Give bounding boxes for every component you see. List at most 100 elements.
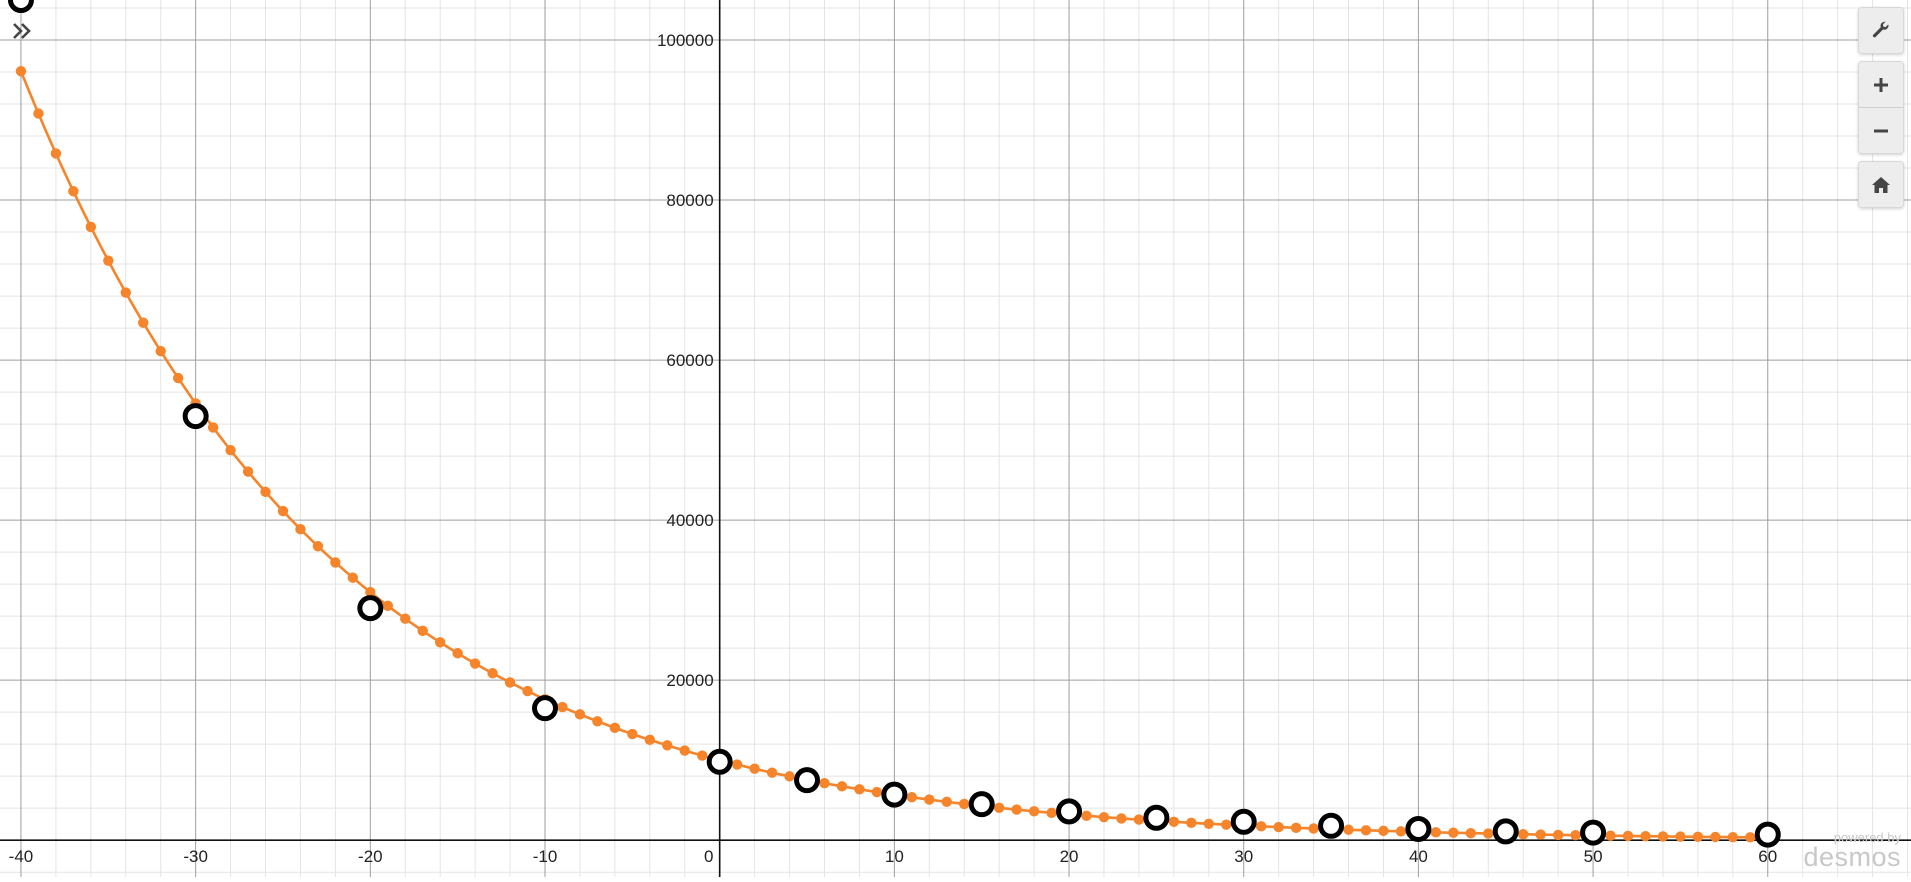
curve-point (1640, 831, 1651, 842)
curve-point (15, 66, 27, 77)
curve-point (1028, 806, 1040, 817)
curve-point (1133, 814, 1145, 825)
open-point-marker[interactable] (7, 0, 34, 13)
open-point-marker[interactable] (706, 748, 733, 775)
open-point-marker[interactable] (532, 695, 559, 722)
curve-point (731, 759, 743, 770)
curve-point (260, 486, 271, 498)
open-point-marker[interactable] (1754, 821, 1781, 848)
curve-point (1692, 831, 1704, 843)
curve-point (242, 466, 254, 477)
y-tick-label: 40000 (666, 511, 713, 530)
x-tick-label: 30 (1234, 847, 1253, 866)
curve-point (207, 422, 219, 433)
zoom-out-button[interactable] (1859, 107, 1903, 153)
open-point-marker[interactable] (1230, 808, 1257, 835)
curve-point (959, 798, 970, 810)
curve-point (1290, 822, 1302, 834)
watermark-brand: desmos (1803, 842, 1901, 872)
open-point-marker[interactable] (1143, 804, 1170, 831)
curve-point (155, 345, 166, 357)
curve-point (452, 648, 463, 659)
y-tick-label: 60000 (666, 351, 713, 370)
open-point-marker[interactable] (1580, 819, 1607, 846)
curve-point (172, 372, 184, 384)
curve-point (854, 784, 865, 795)
y-tick-label: 100000 (657, 31, 714, 50)
curve-point (1308, 823, 1319, 834)
open-point-marker[interactable] (794, 767, 821, 794)
curve-point (330, 557, 341, 568)
curve-point (1098, 811, 1110, 823)
show-expression-list-button[interactable] (10, 18, 36, 44)
open-point-marker[interactable] (1056, 798, 1083, 825)
curve-point (1605, 830, 1616, 841)
x-tick-label: 20 (1060, 847, 1079, 866)
settings-control-group (1858, 7, 1904, 54)
double-chevron-right-icon (13, 23, 31, 39)
home-control-group (1858, 161, 1904, 208)
open-point-marker[interactable] (881, 781, 908, 808)
open-point-marker[interactable] (1405, 815, 1432, 842)
y-tick-label: 80000 (666, 191, 713, 210)
zoom-control-group (1858, 61, 1904, 154)
zoom-in-button[interactable] (1859, 62, 1903, 107)
curve-point (592, 716, 603, 727)
curve-point (504, 677, 516, 688)
curve-point (1622, 830, 1634, 842)
curve-point (1727, 831, 1739, 843)
default-viewport-button[interactable] (1859, 162, 1903, 207)
x-tick-label: -40 (9, 847, 34, 866)
curve-point (1186, 817, 1197, 829)
x-tick-label: 0 (704, 847, 713, 866)
curve-point (469, 658, 481, 669)
curve-point (941, 796, 952, 808)
curve-point (1011, 804, 1022, 815)
x-tick-label: -20 (358, 847, 383, 866)
curve-point (1395, 826, 1407, 837)
curve-point (871, 786, 883, 798)
tick-labels: -40 -30 -20 -10 0 10 20 30 40 50 60 20000 40000 60000… (9, 31, 1778, 866)
curve-point (400, 613, 411, 624)
graph-settings-button[interactable] (1859, 8, 1903, 53)
open-point-marker[interactable] (182, 403, 209, 430)
x-tick-label: -10 (533, 847, 558, 866)
watermark-powered-by: powered by (1833, 830, 1901, 845)
curve-point (85, 221, 97, 233)
open-point-marker[interactable] (357, 595, 384, 622)
curve-point (1552, 829, 1564, 841)
curve-point (574, 709, 586, 720)
curve-point (836, 781, 848, 792)
curve-point (627, 728, 638, 740)
desmos-watermark[interactable]: powered by desmos (1803, 831, 1901, 871)
curve-point (1518, 829, 1529, 840)
open-point-marker[interactable] (1318, 812, 1345, 839)
curve-point (382, 600, 393, 611)
curve-point (662, 740, 673, 751)
curve-point (1483, 828, 1494, 839)
curve-point (1273, 821, 1284, 833)
curve-point (1343, 824, 1354, 835)
curve-point (1465, 827, 1477, 839)
curve-point (609, 722, 621, 734)
curve-point (679, 745, 690, 756)
open-point-marker[interactable] (968, 791, 995, 818)
curve-point (277, 505, 289, 517)
curve-point (50, 148, 62, 159)
curve-point (784, 771, 795, 782)
curve-point (1360, 825, 1372, 836)
open-point-marker[interactable] (1492, 818, 1519, 845)
curve-point (1448, 827, 1459, 838)
curve-point (1116, 813, 1127, 824)
x-tick-label: 60 (1758, 847, 1777, 866)
curve-point (522, 685, 533, 697)
curve-point (749, 763, 760, 774)
points-layer[interactable] (7, 0, 1781, 848)
x-tick-label: 10 (885, 847, 904, 866)
curve-point (1430, 827, 1442, 838)
curve-point (1675, 831, 1686, 842)
